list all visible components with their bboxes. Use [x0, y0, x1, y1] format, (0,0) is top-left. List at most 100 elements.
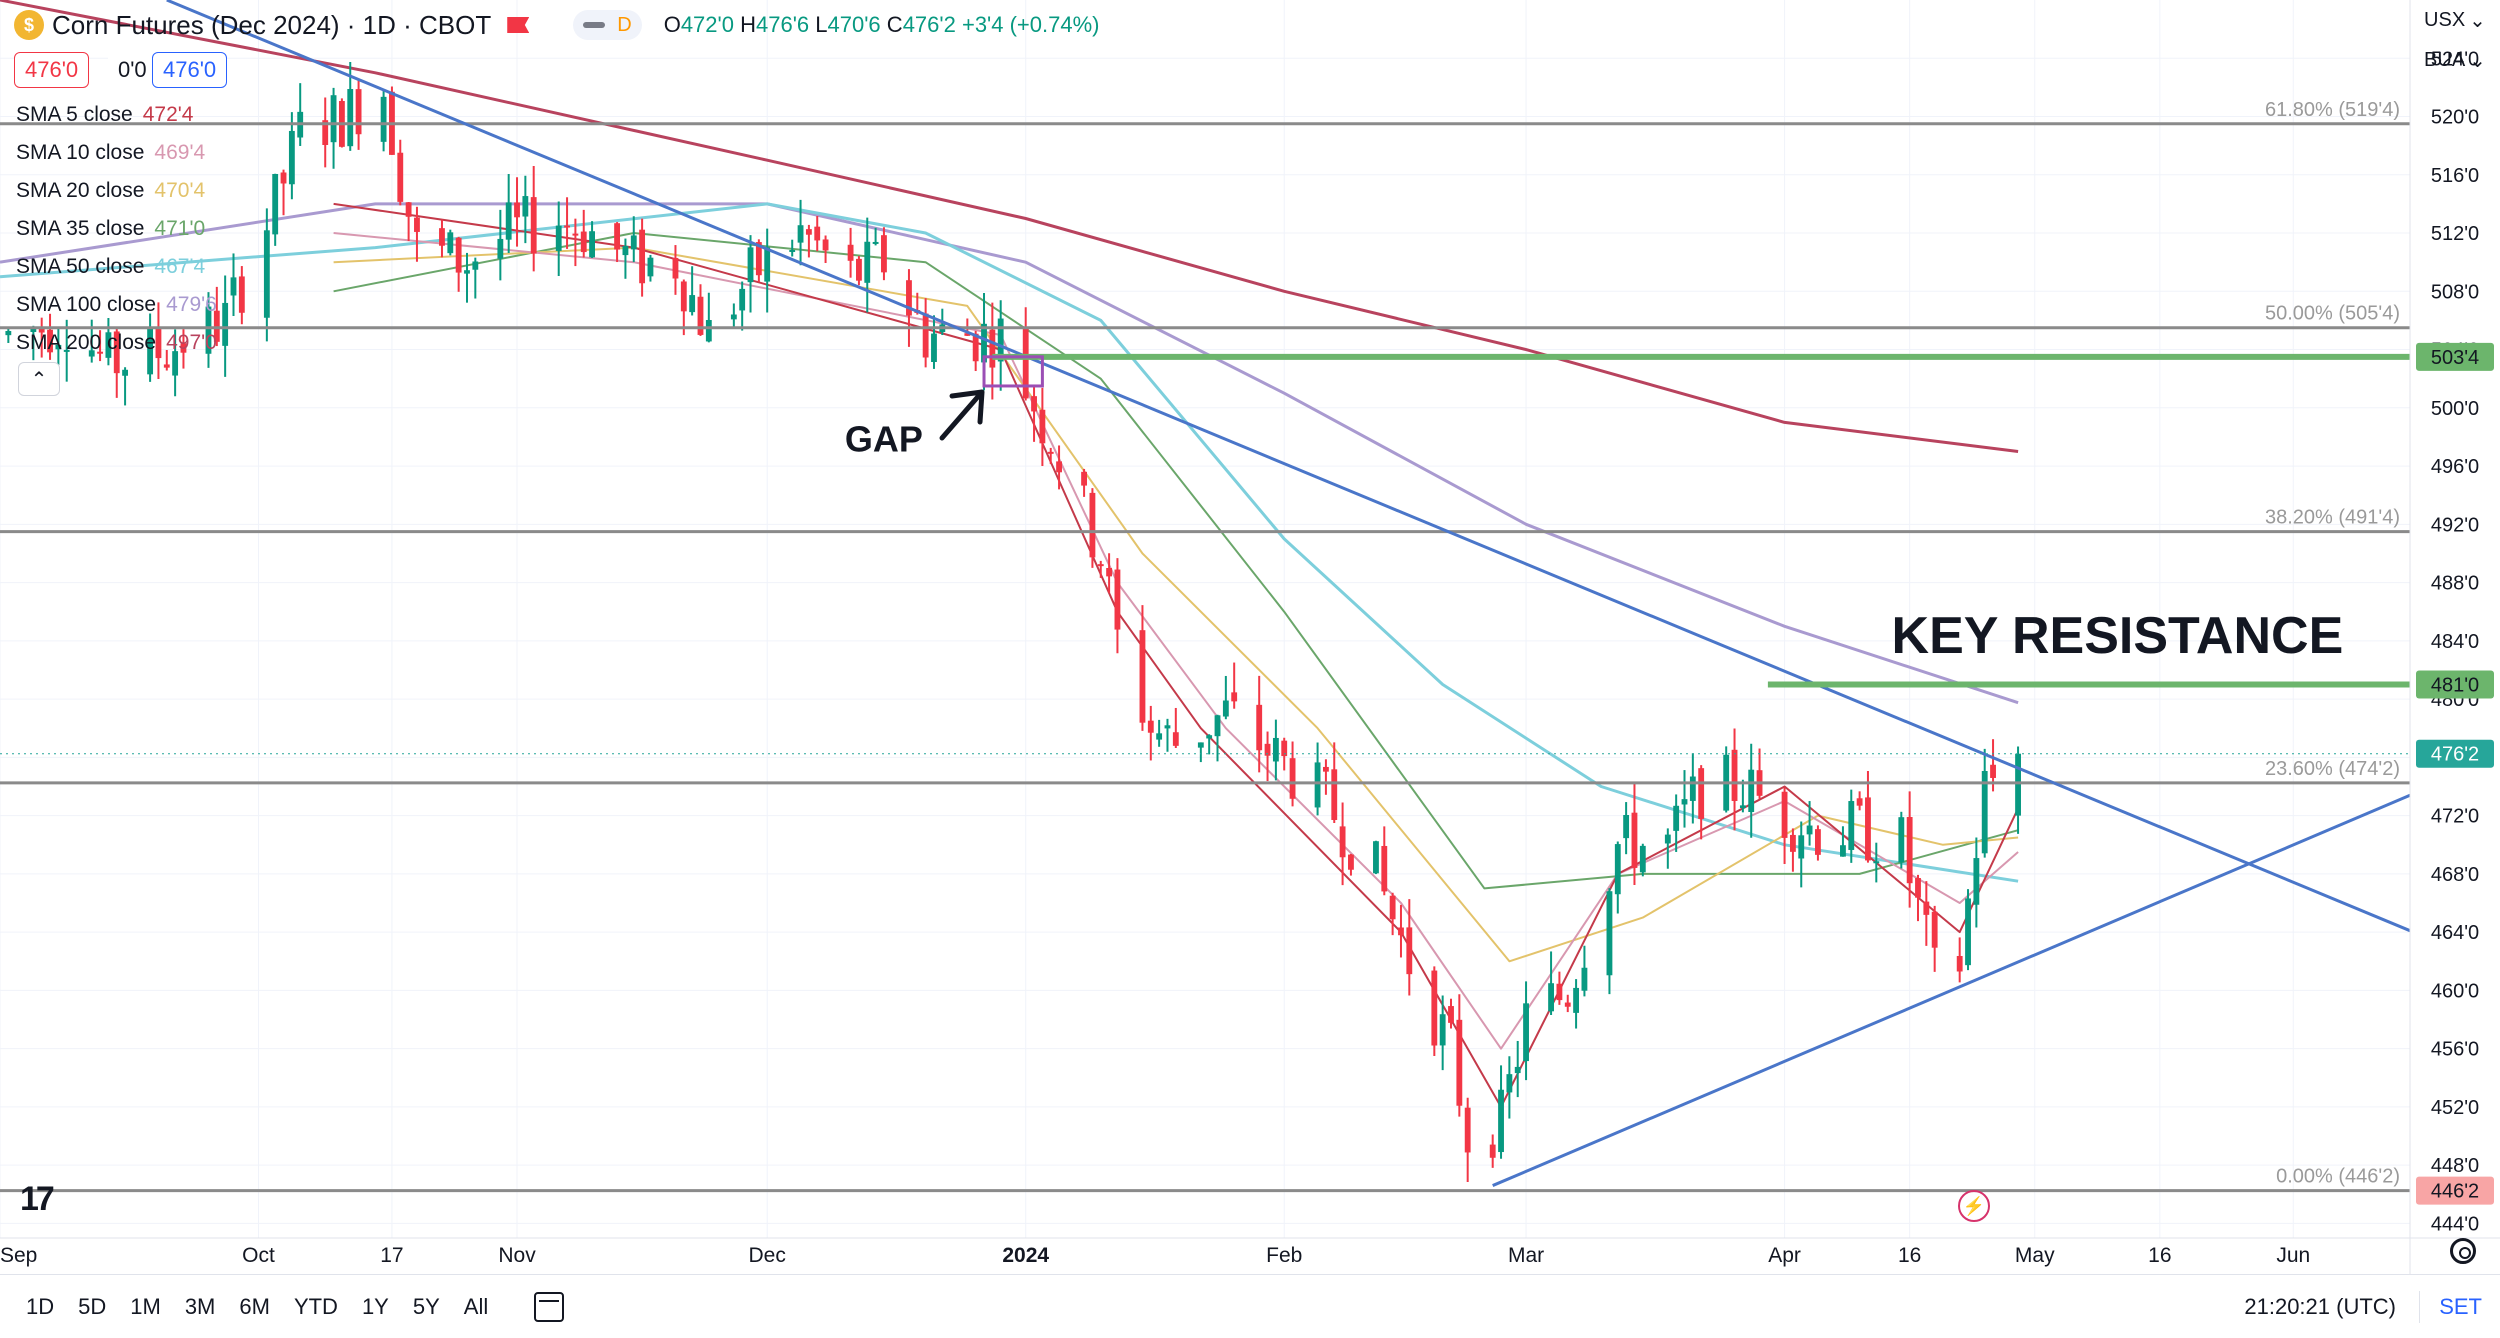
lightning-icon[interactable]: ⚡: [1958, 1190, 1990, 1222]
candle-body[interactable]: [1498, 1089, 1504, 1153]
candle-body[interactable]: [1965, 898, 1971, 966]
candle-body[interactable]: [439, 228, 445, 246]
trend-line[interactable]: [1492, 793, 2411, 1187]
candle-body[interactable]: [505, 202, 512, 240]
buy-button[interactable]: 476'0: [152, 52, 228, 88]
candle-body[interactable]: [705, 320, 712, 342]
candle-body[interactable]: [238, 276, 245, 313]
candle-body[interactable]: [1931, 911, 1938, 948]
candle-body[interactable]: [205, 306, 212, 354]
candle-body[interactable]: [1398, 927, 1404, 936]
candle-body[interactable]: [447, 232, 454, 254]
candle-body[interactable]: [1789, 834, 1796, 852]
moving-average-line[interactable]: [0, 0, 2019, 453]
clock[interactable]: 21:20:21 (UTC): [2244, 1293, 2396, 1319]
indicator-row[interactable]: SMA 200 close 497'0: [16, 324, 217, 362]
range-button[interactable]: YTD: [293, 1293, 338, 1319]
candle-body[interactable]: [272, 173, 279, 235]
candle-body[interactable]: [414, 217, 420, 232]
calendar-icon[interactable]: [534, 1291, 565, 1322]
candle-body[interactable]: [380, 96, 387, 142]
candle-body[interactable]: [230, 277, 237, 296]
trend-line[interactable]: [166, 0, 2411, 933]
candle-body[interactable]: [522, 196, 529, 217]
candle-body[interactable]: [864, 241, 871, 283]
candle-body[interactable]: [931, 333, 937, 362]
candle-body[interactable]: [1489, 1144, 1496, 1158]
candle-body[interactable]: [1556, 983, 1563, 1001]
candle-body[interactable]: [922, 313, 929, 358]
candle-body[interactable]: [2015, 753, 2021, 816]
range-button[interactable]: 1Y: [361, 1293, 389, 1319]
candle-body[interactable]: [1314, 762, 1321, 808]
candle-body[interactable]: [113, 331, 120, 374]
candle-body[interactable]: [222, 302, 229, 346]
candle-body[interactable]: [1548, 983, 1554, 1012]
price-chart[interactable]: 61.80% (519'4) 50.00% (505'4) 38.20% (491'…: [0, 0, 2500, 1274]
candle-body[interactable]: [1564, 1002, 1571, 1007]
candle-body[interactable]: [1264, 743, 1271, 756]
candle-body[interactable]: [1348, 854, 1354, 870]
candle-body[interactable]: [1631, 812, 1638, 868]
collapse-legend-button[interactable]: ⌃: [18, 362, 60, 396]
candle-body[interactable]: [88, 350, 95, 357]
candle-body[interactable]: [997, 318, 1004, 362]
candle-body[interactable]: [1464, 1107, 1471, 1153]
sell-button[interactable]: 476'0: [14, 52, 90, 88]
candle-body[interactable]: [1172, 732, 1179, 746]
candle-body[interactable]: [989, 329, 996, 368]
candle-body[interactable]: [1456, 1019, 1463, 1106]
candle-body[interactable]: [1056, 461, 1062, 473]
candle-body[interactable]: [580, 231, 587, 253]
candle-body[interactable]: [38, 326, 45, 333]
candle-body[interactable]: [1506, 1074, 1513, 1093]
candle-body[interactable]: [1206, 735, 1213, 739]
candle-body[interactable]: [981, 323, 987, 363]
candle-body[interactable]: [1956, 956, 1963, 972]
candle-body[interactable]: [1047, 451, 1054, 454]
candle-body[interactable]: [730, 314, 737, 320]
candle-body[interactable]: [1322, 766, 1329, 772]
candle-body[interactable]: [455, 237, 462, 273]
moving-average-line[interactable]: [333, 246, 2019, 963]
candle-body[interactable]: [614, 223, 621, 250]
candle-body[interactable]: [647, 257, 654, 277]
candle-body[interactable]: [63, 349, 70, 352]
indicator-row[interactable]: SMA 35 close 471'0: [16, 210, 217, 248]
candle-body[interactable]: [789, 249, 796, 252]
candle-body[interactable]: [797, 225, 804, 243]
candle-body[interactable]: [1573, 987, 1580, 1013]
candle-body[interactable]: [622, 246, 629, 256]
candle-body[interactable]: [1915, 878, 1921, 898]
candle-body[interactable]: [263, 230, 270, 318]
unit-selector[interactable]: BUA ⌄: [2424, 48, 2486, 72]
candle-body[interactable]: [1164, 725, 1171, 729]
indicator-row[interactable]: SMA 50 close 467'4: [16, 248, 217, 286]
range-button[interactable]: 3M: [184, 1293, 216, 1319]
candle-body[interactable]: [122, 369, 129, 376]
candle-body[interactable]: [589, 231, 595, 258]
candle-body[interactable]: [1681, 799, 1688, 805]
tradingview-logo[interactable]: 17: [20, 1180, 55, 1218]
candle-body[interactable]: [564, 225, 570, 228]
candle-body[interactable]: [347, 89, 354, 147]
candle-body[interactable]: [1039, 409, 1046, 444]
candle-body[interactable]: [1389, 895, 1396, 920]
candle-body[interactable]: [872, 241, 879, 244]
candle-body[interactable]: [1906, 817, 1913, 884]
candle-body[interactable]: [1381, 845, 1388, 892]
candle-body[interactable]: [1514, 1066, 1521, 1074]
candle-body[interactable]: [1798, 835, 1805, 859]
candle-body[interactable]: [814, 226, 821, 241]
candle-body[interactable]: [1022, 326, 1029, 399]
candle-body[interactable]: [47, 329, 53, 353]
candle-body[interactable]: [1923, 901, 1930, 915]
candle-body[interactable]: [1089, 492, 1096, 558]
candle-body[interactable]: [172, 351, 179, 376]
candle-body[interactable]: [330, 95, 337, 143]
candle-body[interactable]: [1222, 700, 1229, 717]
candle-body[interactable]: [1197, 742, 1204, 748]
candle-body[interactable]: [689, 295, 696, 313]
candle-body[interactable]: [906, 280, 912, 316]
candle-body[interactable]: [1614, 844, 1621, 895]
